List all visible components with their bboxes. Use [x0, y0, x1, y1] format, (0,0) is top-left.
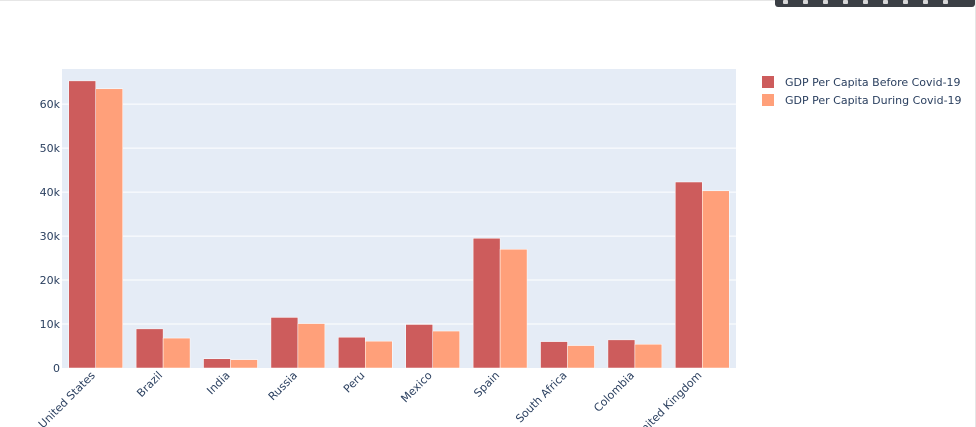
camera-icon[interactable]: [783, 0, 788, 4]
zoom-out-icon[interactable]: [883, 0, 888, 4]
x-tick-label: India: [204, 369, 232, 397]
bar[interactable]: [702, 190, 730, 369]
reset-axes-icon[interactable]: [923, 0, 928, 4]
y-tick-label: 40k: [40, 186, 61, 199]
x-tick-label: Peru: [341, 369, 368, 396]
autoscale-icon[interactable]: [903, 0, 908, 4]
bar[interactable]: [365, 340, 393, 369]
x-axis: United States Brazil India Russia Peru Mexico…: [36, 369, 704, 427]
bar[interactable]: [607, 339, 636, 369]
bar[interactable]: [540, 341, 568, 369]
box-select-icon[interactable]: [843, 0, 848, 4]
gridlines: [62, 103, 736, 325]
bar[interactable]: [270, 317, 299, 369]
bars: [68, 80, 730, 369]
x-tick-label: Brazil: [134, 369, 165, 400]
bar[interactable]: [432, 330, 460, 369]
y-tick-label: 30k: [40, 230, 61, 243]
pan-icon[interactable]: [823, 0, 828, 4]
y-tick-label: 60k: [40, 98, 61, 111]
y-tick-label: 50k: [40, 142, 61, 155]
bar[interactable]: [634, 344, 663, 369]
bar[interactable]: [230, 359, 258, 369]
bar[interactable]: [405, 324, 433, 369]
x-tick-label: nited Kingdom: [638, 369, 704, 427]
bar[interactable]: [567, 345, 595, 369]
legend-label[interactable]: GDP Per Capita Before Covid-19: [785, 76, 961, 89]
legend[interactable]: GDP Per Capita Before Covid-19 GDP Per Ca…: [762, 76, 962, 107]
x-tick-label: Russia: [266, 369, 300, 403]
y-tick-label: 0: [53, 362, 60, 375]
bar[interactable]: [675, 181, 703, 369]
x-tick-label: Colombia: [591, 369, 637, 415]
bar[interactable]: [297, 323, 326, 369]
x-tick-label: Spain: [471, 369, 502, 400]
plot-modebar[interactable]: [775, 0, 975, 7]
x-tick-label: South Africa: [513, 369, 569, 425]
bar[interactable]: [499, 249, 528, 369]
y-tick-label: 20k: [40, 274, 61, 287]
legend-label[interactable]: GDP Per Capita During Covid-19: [785, 94, 962, 107]
y-tick-label: 10k: [40, 318, 61, 331]
legend-swatch[interactable]: [762, 94, 774, 106]
y-axis: 0 10k 20k 30k 40k 50k 60k: [40, 98, 61, 375]
zoom-icon[interactable]: [803, 0, 808, 4]
x-tick-label: Mexico: [398, 369, 435, 406]
bar[interactable]: [95, 88, 123, 369]
bar[interactable]: [472, 238, 501, 369]
plot-area: [62, 69, 736, 368]
legend-swatch[interactable]: [762, 76, 774, 88]
x-tick-label: United States: [36, 369, 98, 427]
bar[interactable]: [338, 336, 366, 369]
bar[interactable]: [135, 328, 164, 369]
bar[interactable]: [203, 358, 231, 369]
bar[interactable]: [68, 80, 96, 369]
zoom-in-icon[interactable]: [863, 0, 868, 4]
plotly-logo-icon[interactable]: [943, 0, 948, 4]
bar[interactable]: [162, 337, 191, 369]
